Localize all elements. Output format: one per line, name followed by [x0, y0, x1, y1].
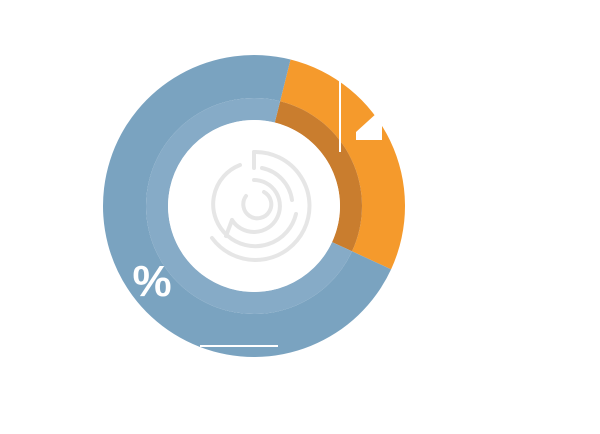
- donut-segment: [280, 59, 405, 270]
- donut-inner-segment: [274, 101, 363, 252]
- cropped-label: [356, 112, 382, 140]
- donut: [103, 54, 405, 357]
- maze-icon: [210, 149, 312, 262]
- donut-hole: [168, 120, 340, 292]
- donut-segment: [103, 54, 392, 357]
- percent-label: %: [132, 257, 171, 306]
